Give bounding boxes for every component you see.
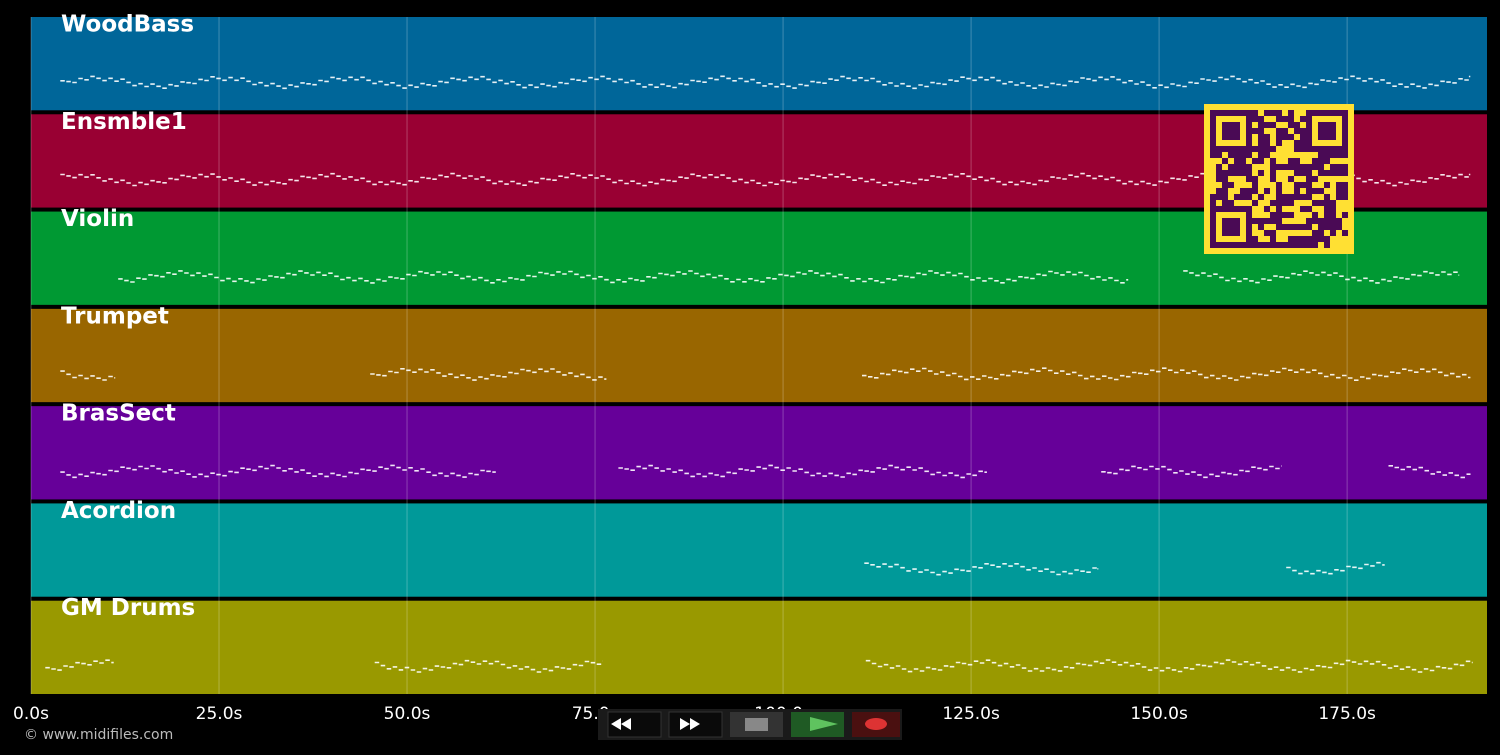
x-tick-label: 125.0s xyxy=(942,704,1000,724)
footer: © www.midifiles.com xyxy=(24,727,173,743)
track-lane xyxy=(31,406,1487,500)
x-tick-label: 25.0s xyxy=(196,704,243,724)
note-run xyxy=(370,368,607,381)
track-name: Violin xyxy=(61,206,134,232)
stop-button[interactable] xyxy=(730,712,783,737)
note-run xyxy=(1101,465,1282,479)
note-run xyxy=(374,659,603,673)
note-run xyxy=(1286,561,1385,575)
forward-button[interactable] xyxy=(668,711,723,738)
note-run xyxy=(1388,465,1471,479)
note-run xyxy=(864,562,1099,576)
track-name: Ensmble1 xyxy=(61,109,187,135)
track-lane xyxy=(31,17,1487,111)
play-button[interactable] xyxy=(791,712,844,737)
note-run xyxy=(118,270,1129,284)
qr-code xyxy=(1204,104,1354,254)
note-run xyxy=(1183,270,1460,284)
x-tick-label: 150.0s xyxy=(1130,704,1188,724)
transport-controls xyxy=(598,709,902,740)
rewind-button[interactable] xyxy=(607,711,662,738)
tracks: WoodBass Ensmble1 Violin Trumpet BrasSect Aco… xyxy=(31,12,1487,694)
note-run xyxy=(60,370,116,381)
note-run xyxy=(618,464,987,479)
note-run xyxy=(862,367,1471,381)
track-name: WoodBass xyxy=(61,12,194,38)
note-run xyxy=(865,659,1473,673)
note-run xyxy=(45,659,114,671)
x-tick-label: 175.0s xyxy=(1318,704,1376,724)
track-name: Trumpet xyxy=(61,303,169,329)
x-tick-label: 50.0s xyxy=(384,704,431,724)
record-button[interactable] xyxy=(852,712,900,737)
note-run xyxy=(60,75,1471,90)
x-tick-label: 0.0s xyxy=(13,704,49,724)
grid xyxy=(30,17,1348,694)
track-name: GM Drums xyxy=(61,595,195,621)
track-lane xyxy=(31,600,1487,694)
note-run xyxy=(60,464,496,479)
track-name: BrasSect xyxy=(61,401,176,427)
track-lane xyxy=(31,308,1487,403)
track-lane xyxy=(31,503,1487,597)
qr-pattern xyxy=(1210,110,1348,248)
track-name: Acordion xyxy=(61,498,176,524)
